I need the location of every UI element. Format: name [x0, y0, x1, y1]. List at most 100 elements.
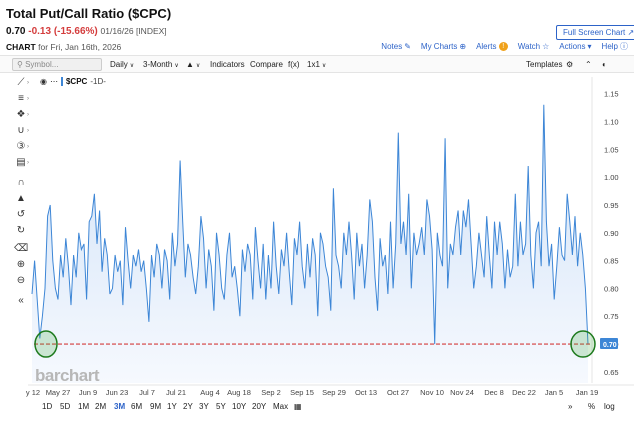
x-tick-label: Jun 23 — [106, 388, 129, 397]
low-highlight-circle-left — [34, 330, 58, 358]
y-tick-label: 0.85 — [604, 257, 619, 266]
period-1y[interactable]: 1Y — [167, 402, 177, 411]
full-screen-chart-label: Full Screen Chart — [563, 28, 626, 37]
numbered-tool-icon[interactable]: ③ › — [16, 141, 29, 152]
trendline-tool-icon[interactable]: ⟋ › — [17, 77, 30, 88]
percent-scale-button[interactable]: % — [588, 402, 596, 411]
redo-icon[interactable]: ↻ — [16, 225, 26, 236]
period-2m[interactable]: 2M — [95, 402, 107, 411]
settings-gear-icon[interactable]: ⚙ — [566, 60, 574, 69]
search-icon: ⚲ — [17, 60, 23, 69]
watch-link[interactable]: Watch ☆ — [518, 42, 550, 51]
notes-link[interactable]: Notes ✎ — [381, 42, 411, 51]
chevron-down-icon: ∨ — [174, 63, 179, 69]
full-screen-chart-button[interactable]: Full Screen Chart ↗ — [556, 25, 634, 40]
interval-label: Daily — [110, 60, 128, 69]
x-tick-label: Nov 10 — [420, 388, 444, 397]
period-6m[interactable]: 6M — [131, 402, 143, 411]
chart-date-bar: CHART for Fri, Jan 16th, 2026 — [6, 42, 121, 52]
area-chart-icon: ▲ — [186, 60, 194, 69]
magnet-icon[interactable]: ∩ — [17, 177, 25, 188]
period-2y[interactable]: 2Y — [183, 402, 193, 411]
lock-icon[interactable]: ▲ — [16, 193, 26, 204]
help-icon: ⓘ — [620, 42, 628, 51]
x-tick-label: Jan 5 — [545, 388, 563, 397]
help-link[interactable]: Help ⓘ — [602, 41, 628, 52]
period-3m[interactable]: 3M — [114, 402, 126, 411]
period-1m[interactable]: 1M — [78, 402, 90, 411]
period-max[interactable]: Max — [273, 402, 289, 411]
actions-menu[interactable]: Actions ▾ — [559, 42, 591, 51]
theme-toggle-icon[interactable]: ◐ — [602, 60, 607, 69]
x-tick-label: y 12 — [26, 388, 40, 397]
chart-type-dropdown[interactable]: ▲ ∨ — [186, 60, 200, 69]
range-label: 3-Month — [143, 60, 173, 69]
chart-date: for Fri, Jan 16th, 2026 — [38, 42, 122, 52]
calendar-icon[interactable]: ▦ — [294, 402, 302, 411]
indicators-button[interactable]: Indicators — [210, 60, 245, 69]
alerts-link[interactable]: Alerts ! — [476, 42, 508, 52]
x-tick-label: Jul 7 — [139, 388, 155, 397]
range-dropdown[interactable]: 3-Month ∨ — [143, 60, 179, 69]
collapse-left-icon[interactable]: « — [18, 295, 24, 306]
chart-actions: Notes ✎ My Charts ⊕ Alerts ! Watch ☆ Action… — [381, 41, 628, 52]
pattern-tool-icon[interactable]: ∪ › — [17, 125, 29, 136]
y-tick-label: 0.80 — [604, 284, 619, 293]
page-title: Total Put/Call Ratio ($CPC) — [6, 6, 172, 21]
chevron-down-icon: ∨ — [321, 63, 327, 69]
series-swatch — [60, 77, 63, 86]
low-highlight-circle-right — [570, 330, 596, 358]
eye-icon[interactable]: ◉ — [40, 77, 47, 86]
shapes-tool-icon[interactable]: ❖ › — [16, 109, 29, 120]
alert-icon: ! — [498, 42, 508, 52]
undo-icon[interactable]: ↺ — [16, 209, 26, 220]
period-5d[interactable]: 5D — [60, 402, 71, 411]
log-scale-button[interactable]: log — [604, 402, 615, 411]
x-tick-label: Dec 8 — [484, 388, 504, 397]
period-5y[interactable]: 5Y — [216, 402, 226, 411]
collapse-icon[interactable]: ⌃ — [585, 60, 592, 69]
compare-button[interactable]: Compare — [250, 60, 283, 69]
my-charts-link[interactable]: My Charts ⊕ — [421, 42, 466, 51]
period-3y[interactable]: 3Y — [199, 402, 209, 411]
plus-circle-icon: ⊕ — [459, 42, 467, 51]
x-tick-label: Sep 15 — [290, 388, 314, 397]
caret-down-icon: ▾ — [587, 42, 592, 51]
symbol-search-input[interactable]: ⚲ Symbol... — [12, 58, 102, 71]
period-bar: 1D 5D 1M 2M 3M 6M 9M 1Y 2Y 3Y 5Y 10Y 20Y Max ▦ »% log — [0, 400, 634, 414]
series-symbol: $CPC — [65, 77, 88, 86]
measure-tool-icon[interactable]: ▤ › — [16, 157, 29, 168]
chart-toolbar: ⚲ Symbol... Daily ∨ 3-Month ∨ ▲ ∨ Indicator… — [0, 55, 634, 73]
y-tick-label: 0.90 — [604, 229, 619, 238]
last-price: 0.70 — [6, 26, 26, 37]
fib-tool-icon[interactable]: ≡ › — [18, 93, 29, 104]
watch-label: Watch — [517, 42, 541, 51]
period-10y[interactable]: 10Y — [232, 402, 247, 411]
period-9m[interactable]: 9M — [150, 402, 162, 411]
search-placeholder: Symbol... — [25, 60, 59, 69]
chevron-down-icon: ∨ — [195, 63, 201, 69]
period-1d[interactable]: 1D — [42, 402, 53, 411]
series-legend: ◉ ⋯ $CPC -1D- — [40, 77, 106, 86]
price-chart[interactable]: 1.15 1.10 1.05 1.00 0.95 0.90 0.85 0.80 0.75 0.70… — [0, 73, 634, 403]
more-icon[interactable]: ⋯ — [49, 77, 58, 86]
x-tick-label: Sep 29 — [322, 388, 346, 397]
y-tick-label: 1.10 — [604, 118, 619, 127]
scroll-latest-icon[interactable]: » — [568, 402, 573, 411]
layout-dropdown[interactable]: 1x1 ∨ — [307, 60, 326, 69]
zoom-out-icon[interactable]: ⊖ — [16, 275, 26, 286]
trash-icon[interactable]: ⌫ — [14, 243, 29, 254]
templates-button[interactable]: Templates — [526, 60, 563, 69]
x-tick-label: May 27 — [46, 388, 71, 397]
help-label: Help — [601, 42, 618, 51]
x-tick-label: Oct 13 — [355, 388, 377, 397]
x-tick-label: Sep 2 — [261, 388, 281, 397]
zoom-in-icon[interactable]: ⊕ — [16, 259, 26, 270]
interval-dropdown[interactable]: Daily ∨ — [110, 60, 134, 69]
series-line — [31, 104, 589, 345]
period-20y[interactable]: 20Y — [252, 402, 267, 411]
fx-button[interactable]: f(x) — [288, 60, 300, 69]
chart-area[interactable]: 1.15 1.10 1.05 1.00 0.95 0.90 0.85 0.80 0.75 0.70… — [0, 73, 634, 403]
external-arrow-icon: ↗ — [627, 28, 634, 37]
y-tick-label: 1.15 — [604, 90, 619, 99]
